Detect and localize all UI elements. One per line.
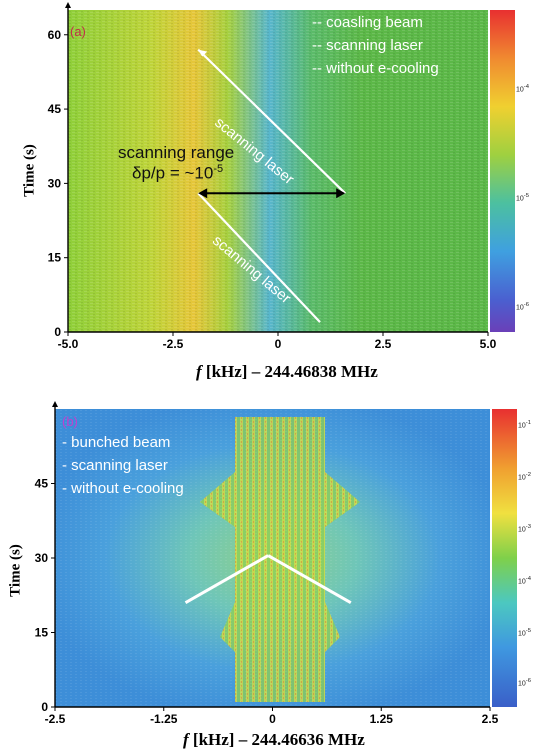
colorbar-b-tick-3: 10-3 bbox=[518, 524, 531, 534]
legend-b-item-3: - without e-cooling bbox=[62, 480, 184, 497]
y-axis-arrow bbox=[65, 2, 71, 8]
y-tick-label: 30 bbox=[35, 551, 49, 565]
x-tick-label: 0 bbox=[269, 712, 276, 726]
colorbar-b-tick-2: 10-2 bbox=[518, 472, 531, 482]
x-tick-label: 2.5 bbox=[482, 712, 499, 726]
delta-p-exponent: -5 bbox=[213, 163, 224, 175]
y-tick-label: 15 bbox=[35, 626, 49, 640]
x-tick-label: 0 bbox=[275, 337, 282, 351]
scan-lines-a bbox=[197, 48, 346, 323]
x-tick-label: 1.25 bbox=[370, 712, 394, 726]
x-axis-title-a-rest: [kHz] – 244.46838 MHz bbox=[201, 362, 378, 381]
y-axis-arrow bbox=[52, 401, 58, 407]
legend-a-item-1: -- coasling beam bbox=[312, 14, 423, 31]
colorbar-a-tick-2: 10-5 bbox=[516, 193, 529, 203]
x-tick-label: 5.0 bbox=[480, 337, 497, 351]
scanning-range-arrow-right-head bbox=[336, 188, 346, 199]
scan-arrow-head bbox=[198, 49, 208, 57]
panel-label-a: (a) bbox=[70, 24, 86, 39]
x-tick-label: 2.5 bbox=[375, 337, 392, 351]
y-tick-label: 0 bbox=[54, 325, 61, 339]
scanning-range-arrow-left-head bbox=[198, 188, 208, 199]
x-axis-title-b-italic: f bbox=[183, 730, 189, 749]
x-tick-label: -2.5 bbox=[45, 712, 66, 726]
delta-p-label: δp/p = ~10-5 bbox=[132, 163, 223, 184]
axes-b: -2.5 -1.25 0 1.25 2.5 0 15 30 45 bbox=[35, 401, 499, 726]
colorbar-b bbox=[492, 409, 517, 707]
x-tick-label: -1.25 bbox=[150, 712, 178, 726]
colorbar-b-tick-5: 10-5 bbox=[518, 628, 531, 638]
y-tick-label: 0 bbox=[41, 700, 48, 714]
x-axis-title-b-rest: [kHz] – 244.46636 MHz bbox=[188, 730, 365, 749]
delta-p-text: δp/p = ~10 bbox=[132, 163, 214, 183]
colorbar-b-tick-4: 10-4 bbox=[518, 576, 531, 586]
x-axis-title-b: f [kHz] – 244.46636 MHz bbox=[183, 730, 365, 750]
colorbar-b-tick-6: 10-6 bbox=[518, 678, 531, 688]
x-axis-title-a: f [kHz] – 244.46838 MHz bbox=[196, 362, 378, 382]
chart-panel-a: -5.0 -2.5 0 2.5 5.0 0 15 30 45 60 (a) -- coasling… bbox=[21, 2, 529, 382]
x-axis-title-a-italic: f bbox=[196, 362, 202, 381]
scanning-range-label: scanning range bbox=[118, 143, 235, 162]
y-tick-label: 45 bbox=[48, 102, 62, 116]
heatmap-a-svg: -5.0 -2.5 0 2.5 5.0 0 15 30 45 60 bbox=[48, 2, 515, 351]
y-tick-label: 45 bbox=[35, 477, 49, 491]
legend-a-item-2: -- scanning laser bbox=[312, 37, 423, 54]
x-tick-label: -5.0 bbox=[58, 337, 79, 351]
panel-label-b: (b) bbox=[62, 414, 78, 429]
x-tick-label: -2.5 bbox=[163, 337, 184, 351]
colorbar-a-tick-1: 10-4 bbox=[516, 84, 529, 94]
scan-line-2 bbox=[267, 554, 352, 605]
y-tick-label: 60 bbox=[48, 28, 62, 42]
y-tick-label: 15 bbox=[48, 251, 62, 265]
chart-panel-b: -2.5 -1.25 0 1.25 2.5 0 15 30 45 (b) - bunched b… bbox=[0, 392, 538, 753]
legend-b-item-1: - bunched beam bbox=[62, 434, 171, 451]
scan-line-2 bbox=[197, 192, 321, 323]
heatmap-b-svg: -2.5 -1.25 0 1.25 2.5 0 15 30 45 bbox=[35, 401, 517, 726]
y-axis-title-b: Time (s) bbox=[7, 544, 24, 597]
axes-a: -5.0 -2.5 0 2.5 5.0 0 15 30 45 60 bbox=[48, 2, 497, 351]
y-axis-title-a: Time (s) bbox=[21, 144, 38, 197]
colorbar-b-tick-1: 10-1 bbox=[518, 420, 531, 430]
colorbar-a-tick-3: 10-6 bbox=[516, 302, 529, 312]
colorbar-a bbox=[490, 10, 515, 332]
y-tick-label: 30 bbox=[48, 176, 62, 190]
scan-line-1 bbox=[197, 48, 346, 195]
scan-lines-b bbox=[184, 554, 352, 605]
scan-line-1 bbox=[184, 554, 269, 605]
legend-b-item-2: - scanning laser bbox=[62, 457, 168, 474]
legend-a-item-3: -- without e-cooling bbox=[312, 60, 439, 77]
